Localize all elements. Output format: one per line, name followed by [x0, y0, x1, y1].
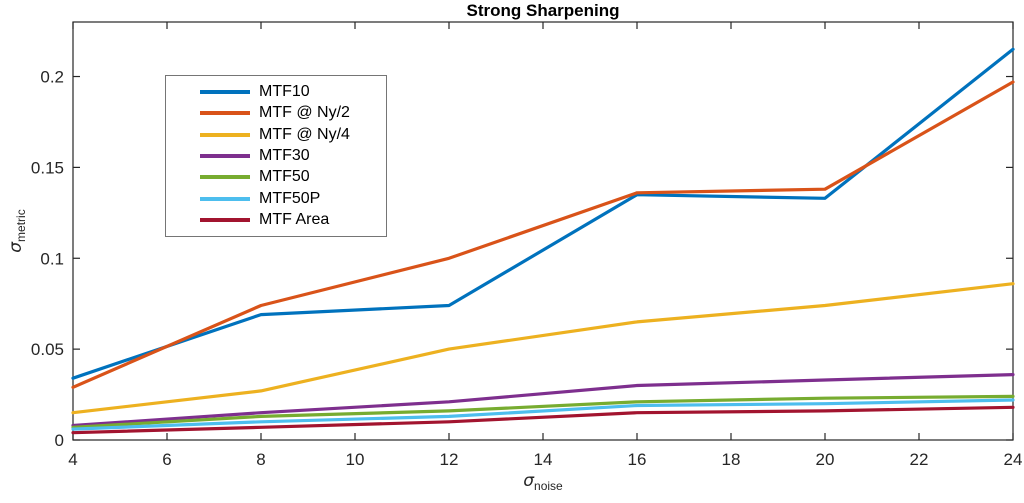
x-axis-label-sigma: σ — [523, 471, 535, 491]
legend-label: MTF @ Ny/2 — [259, 104, 350, 122]
y-axis-label-sigma: σ — [6, 241, 26, 253]
x-tick-label: 6 — [162, 450, 171, 469]
x-tick-label: 16 — [628, 450, 647, 469]
x-tick-label: 14 — [534, 450, 553, 469]
series-line-5 — [71, 398, 1015, 431]
series-line-2 — [71, 282, 1015, 415]
series-line-1 — [71, 80, 1015, 389]
x-tick-label: 18 — [722, 450, 741, 469]
y-tick-label: 0.2 — [40, 68, 64, 87]
legend-line-sample — [200, 153, 250, 158]
legend-line-sample — [200, 218, 250, 223]
y-tick-label: 0.05 — [31, 340, 64, 359]
y-tick-label: 0.1 — [40, 249, 64, 268]
legend-label: MTF10 — [259, 82, 310, 100]
y-tick-label: 0 — [55, 431, 64, 450]
legend-item: MTF50P — [166, 190, 386, 208]
series-line-3 — [71, 373, 1015, 428]
legend-line-sample — [200, 132, 250, 137]
chart-title: Strong Sharpening — [466, 1, 620, 20]
series-line-0 — [71, 47, 1015, 380]
series-line-4 — [71, 394, 1015, 429]
legend-line-sample — [200, 196, 250, 201]
x-tick-label: 10 — [346, 450, 365, 469]
legend-item: MTF10 — [166, 83, 386, 101]
legend-label: MTF50 — [259, 168, 310, 186]
x-axis-label-subscript: noise — [534, 479, 563, 493]
x-tick-label: 4 — [68, 450, 77, 469]
y-tick-label: 0.15 — [31, 158, 64, 177]
legend-label: MTF50P — [259, 189, 321, 207]
x-tick-label: 20 — [816, 450, 835, 469]
legend-label: MTF @ Ny/4 — [259, 125, 350, 143]
x-tick-label: 8 — [256, 450, 265, 469]
legend-item: MTF Area — [166, 211, 386, 229]
legend-line-sample — [200, 89, 250, 94]
y-axis-label: σmetric — [6, 165, 28, 297]
series-line-6 — [71, 405, 1015, 435]
legend-line-sample — [200, 111, 250, 116]
x-tick-label: 12 — [440, 450, 459, 469]
x-axis-label: σnoise — [73, 471, 1013, 493]
legend-item: MTF50 — [166, 168, 386, 186]
legend-label: MTF30 — [259, 146, 310, 164]
x-tick-label: 22 — [910, 450, 929, 469]
legend-label: MTF Area — [259, 211, 330, 229]
legend-line-sample — [200, 175, 250, 180]
x-tick-label: 24 — [1004, 450, 1023, 469]
legend-item: MTF30 — [166, 147, 386, 165]
legend: MTF10 MTF @ Ny/2 MTF @ Ny/4 MTF30 MTF50 MTF50… — [165, 75, 387, 237]
legend-item: MTF @ Ny/2 — [166, 104, 386, 122]
y-axis-label-subscript: metric — [14, 209, 28, 242]
legend-item: MTF @ Ny/4 — [166, 126, 386, 144]
